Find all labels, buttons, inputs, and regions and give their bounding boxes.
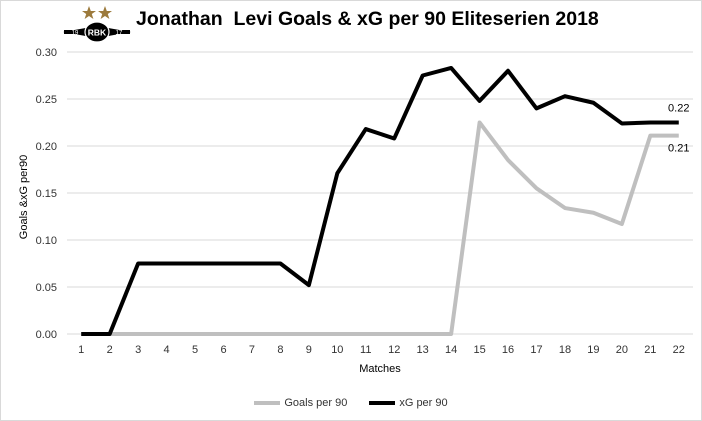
legend-swatch <box>369 401 396 405</box>
x-tick-label: 17 <box>530 344 542 356</box>
legend-label: xG per 90 <box>399 397 448 409</box>
x-tick-label: 19 <box>587 344 599 356</box>
series-line-xg <box>81 65 679 336</box>
logo-left-digits: 19 <box>72 31 79 37</box>
y-axis-ticks: 0.00 0.05 0.10 0.15 0.20 0.25 0.30 <box>36 47 57 341</box>
legend-swatch <box>254 401 281 405</box>
x-tick-label: 12 <box>388 344 400 356</box>
y-tick-label: 0.00 <box>36 329 57 341</box>
legend-item-goals: Goals per 90 <box>254 397 347 409</box>
legend-label: Goals per 90 <box>284 397 348 409</box>
legend: Goals per 90 xG per 90 <box>0 397 702 409</box>
logo-text: RBK <box>88 28 107 38</box>
x-tick-label: 4 <box>164 344 170 356</box>
x-axis-label: Matches <box>359 363 401 375</box>
data-label-goals: 0.21 <box>668 143 689 155</box>
x-axis-ticks: 1 2 3 4 5 6 7 8 9 10 11 12 13 14 15 16 17 18 19 20 21 22 <box>78 344 685 356</box>
x-tick-label: 1 <box>78 344 84 356</box>
x-tick-label: 16 <box>502 344 514 356</box>
series-lines <box>81 65 679 336</box>
chart-title: Jonathan Levi Goals & xG per 90 Eliteser… <box>136 8 599 30</box>
legend-item-xg: xG per 90 <box>369 397 448 409</box>
club-logo: RBK 19 17 <box>63 6 131 43</box>
series-line-goals <box>81 120 679 336</box>
y-tick-label: 0.30 <box>36 47 57 59</box>
star-icon <box>98 6 112 19</box>
logo-right-digits: 17 <box>116 31 123 37</box>
x-tick-label: 10 <box>331 344 343 356</box>
star-icon <box>82 6 96 19</box>
data-label-xg: 0.22 <box>668 103 689 115</box>
x-tick-label: 11 <box>360 344 371 356</box>
y-tick-label: 0.15 <box>36 188 57 200</box>
y-tick-label: 0.10 <box>36 235 57 247</box>
y-tick-label: 0.05 <box>36 282 57 294</box>
x-tick-label: 13 <box>417 344 429 356</box>
y-axis-label: Goals &xG per90 <box>18 155 30 239</box>
x-tick-label: 21 <box>644 344 656 356</box>
x-tick-label: 15 <box>473 344 485 356</box>
y-tick-label: 0.20 <box>36 141 57 153</box>
x-tick-label: 14 <box>445 344 457 356</box>
x-tick-label: 9 <box>306 344 312 356</box>
x-tick-label: 22 <box>673 344 685 356</box>
x-tick-label: 3 <box>135 344 141 356</box>
y-tick-label: 0.25 <box>36 94 57 106</box>
x-tick-label: 5 <box>192 344 198 356</box>
gridlines <box>67 51 693 335</box>
x-tick-label: 20 <box>616 344 628 356</box>
x-tick-label: 6 <box>220 344 226 356</box>
x-tick-label: 2 <box>107 344 113 356</box>
x-tick-label: 18 <box>559 344 571 356</box>
x-tick-label: 7 <box>249 344 255 356</box>
x-tick-label: 8 <box>277 344 283 356</box>
data-labels: 0.21 0.22 <box>668 103 689 155</box>
